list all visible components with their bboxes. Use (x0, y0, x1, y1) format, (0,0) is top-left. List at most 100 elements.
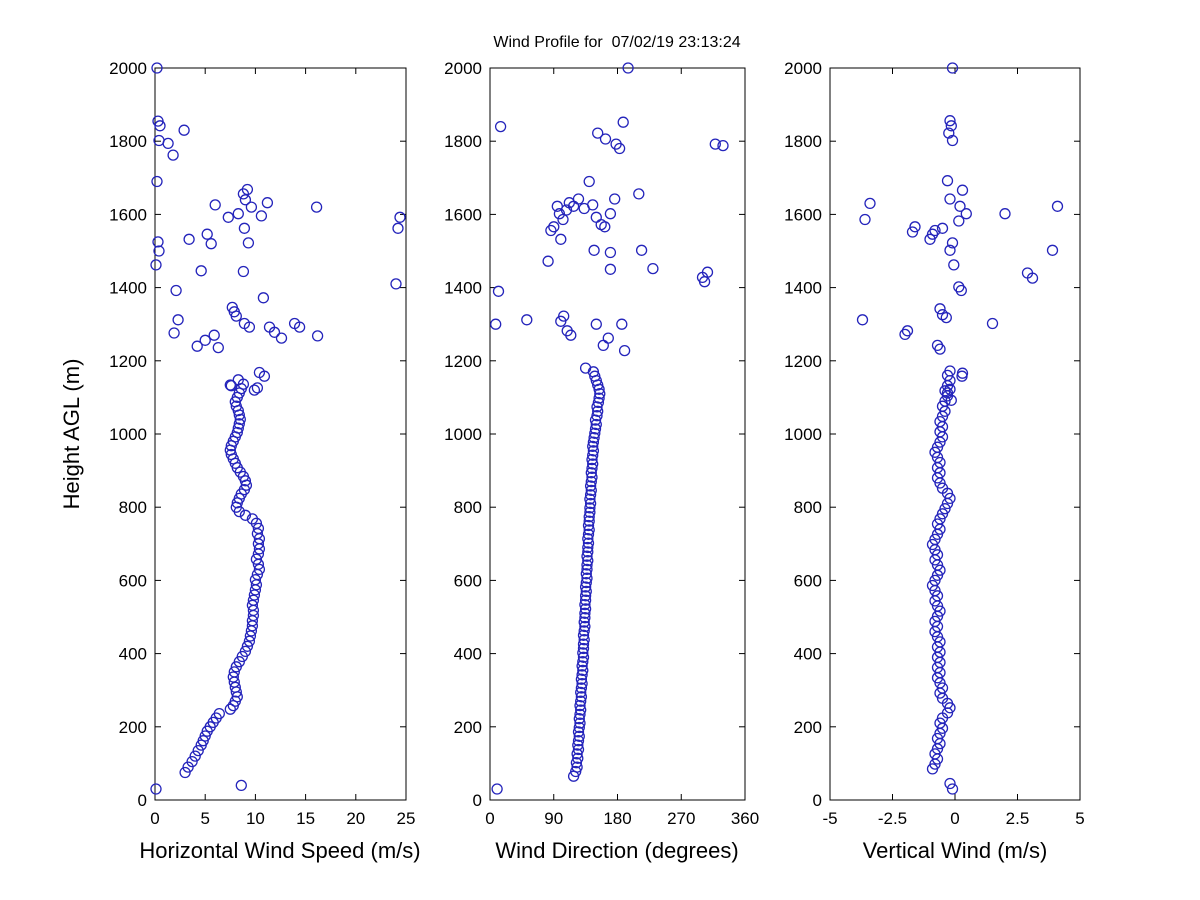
y-tick-label: 800 (454, 498, 482, 517)
data-point-marker (604, 246, 617, 259)
data-point-marker (224, 703, 236, 715)
data-point-marker (154, 120, 166, 132)
data-point-marker (152, 236, 164, 248)
data-point-marker (310, 201, 323, 213)
data-point-marker (929, 748, 941, 760)
data-point-marker (565, 329, 577, 341)
data-point-marker (575, 682, 588, 694)
data-point-marker (183, 233, 195, 245)
data-point-marker (944, 492, 956, 505)
data-point-marker (233, 418, 245, 430)
data-point-marker (929, 574, 941, 587)
data-point-marker (587, 458, 599, 470)
data-point-marker (573, 721, 585, 734)
data-point-marker (581, 559, 593, 571)
data-point-marker (545, 224, 557, 237)
y-tick-label: 1000 (444, 425, 482, 444)
data-point-marker (579, 620, 591, 633)
data-point-marker (899, 328, 911, 341)
y-tick-label: 1200 (784, 352, 822, 371)
x-axis-label-vertical-wind: Vertical Wind (m/s) (862, 838, 1048, 863)
y-tick-label: 1600 (444, 205, 482, 224)
data-point-marker (584, 489, 597, 501)
data-point-marker (588, 432, 600, 444)
data-point-marker (573, 730, 585, 742)
data-point-marker (590, 318, 602, 330)
data-point-marker (586, 462, 598, 475)
data-point-marker (1026, 272, 1039, 284)
data-point-marker (613, 142, 626, 155)
data-point-marker (249, 574, 262, 586)
data-point-marker (576, 660, 588, 672)
data-point-marker (589, 370, 601, 382)
data-point-marker (490, 318, 502, 330)
data-point-marker (647, 262, 659, 275)
data-point-marker (168, 327, 180, 339)
data-point-marker (195, 265, 207, 277)
data-point-marker (924, 233, 936, 245)
data-point-marker (955, 284, 967, 297)
data-point-marker (585, 475, 597, 488)
data-point-marker (572, 752, 584, 764)
axes-frame (489, 67, 746, 801)
data-point-marker (579, 603, 592, 615)
data-point-marker (246, 513, 259, 525)
x-tick-label: 360 (731, 809, 759, 828)
data-point-marker (213, 707, 225, 720)
data-point-marker (945, 394, 957, 406)
data-point-marker (570, 765, 582, 778)
data-point-marker (583, 511, 595, 523)
data-point-marker (594, 388, 606, 400)
data-point-marker (170, 284, 182, 297)
data-point-marker (558, 310, 570, 322)
y-tick-label: 2000 (444, 59, 482, 78)
data-point-marker (931, 732, 944, 745)
data-point-marker (246, 599, 259, 611)
data-point-marker (926, 579, 939, 592)
data-point-marker (589, 423, 602, 435)
data-point-marker (986, 317, 999, 330)
data-point-marker (574, 717, 586, 729)
data-point-marker (243, 321, 256, 333)
x-tick-label: -2.5 (878, 809, 907, 828)
data-point-marker (602, 332, 614, 344)
y-tick-label: 400 (119, 645, 147, 664)
data-point-marker (936, 400, 949, 412)
data-point-marker (934, 717, 946, 729)
data-point-marker (237, 265, 250, 278)
data-point-marker (247, 594, 260, 606)
data-point-marker (199, 730, 211, 742)
y-tick-label: 1400 (109, 279, 147, 298)
data-point-marker (936, 222, 949, 234)
data-point-marker (542, 255, 554, 267)
axes-frame (154, 67, 407, 801)
data-point-marker (929, 615, 941, 628)
x-tick-label: 90 (544, 809, 563, 828)
data-point-marker (609, 193, 621, 205)
x-tick-label: 0 (150, 809, 159, 828)
data-point-marker (604, 263, 617, 275)
y-tick-label: 2000 (784, 59, 822, 78)
data-point-marker (253, 563, 266, 576)
x-axis-label-wind-direction: Wind Direction (degrees) (495, 838, 739, 863)
data-point-marker (582, 546, 594, 558)
y-tick-label: 1800 (109, 132, 147, 151)
data-point-marker (250, 553, 263, 565)
data-point-marker (580, 576, 592, 589)
data-point-marker (571, 761, 583, 773)
data-point-marker (390, 278, 402, 290)
data-point-marker (579, 594, 592, 606)
data-point-marker (931, 518, 944, 530)
data-point-marker (572, 743, 585, 756)
data-point-marker (584, 502, 596, 514)
figure-title: Wind Profile for 07/02/19 23:13:24 (493, 34, 741, 51)
data-point-marker (944, 777, 956, 790)
data-point-marker (622, 62, 634, 74)
data-point-marker (934, 605, 946, 617)
data-point-marker (582, 533, 594, 545)
x-tick-label: -5 (822, 809, 837, 828)
data-point-marker (929, 446, 941, 458)
data-point-marker (201, 228, 213, 240)
data-point-marker (230, 400, 242, 412)
